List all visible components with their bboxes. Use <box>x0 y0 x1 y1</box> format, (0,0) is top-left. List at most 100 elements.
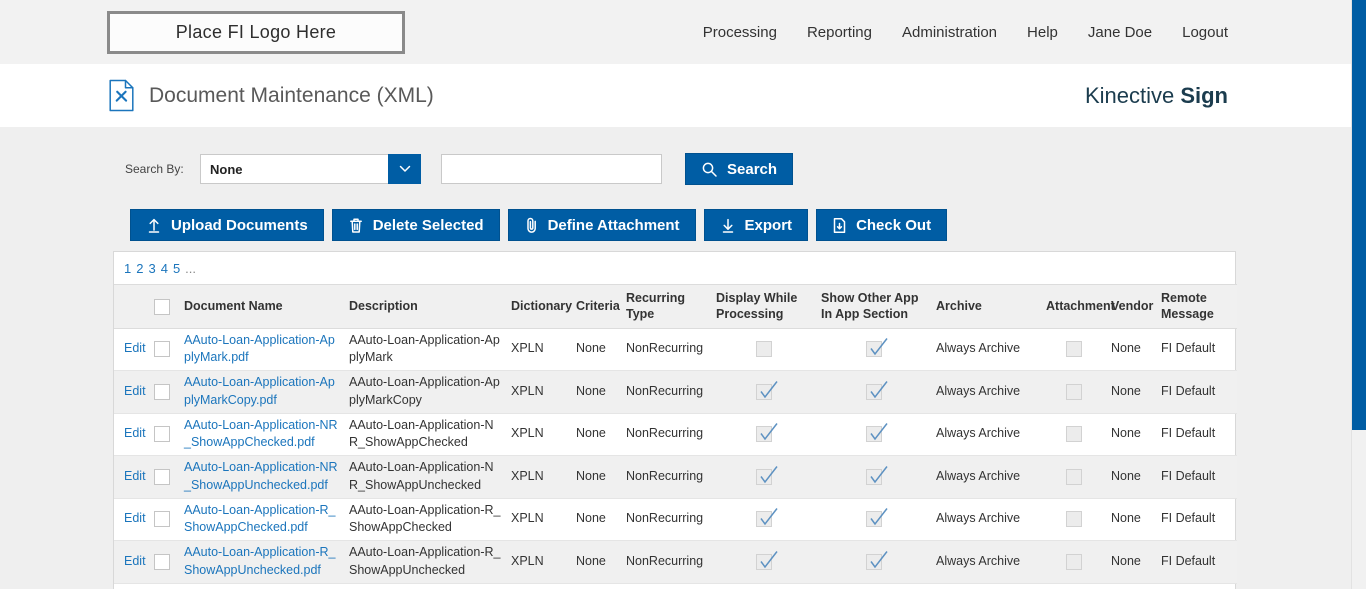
edit-link[interactable]: Edit <box>124 341 146 356</box>
search-by-dropdown[interactable]: None <box>200 154 421 184</box>
scrollbar-track[interactable] <box>1351 0 1366 589</box>
row-checkbox[interactable] <box>154 341 170 358</box>
display-while-processing-checkbox-checked[interactable] <box>755 465 778 485</box>
document-name-link[interactable]: AAuto-Loan-Application-R_ShowAppUnchecke… <box>184 545 336 577</box>
table-row: Edit AAuto-Loan-Application-R_ShowAppChec… <box>114 498 1237 541</box>
edit-link[interactable]: Edit <box>124 511 146 526</box>
edit-cell: Edit <box>114 583 149 589</box>
table-row: Edit AAuto-Loan-Application-ApplyMarkCopy… <box>114 370 1237 414</box>
criteria-cell: None <box>576 511 606 526</box>
upload-documents-button[interactable]: Upload Documents <box>130 209 324 241</box>
brand-regular: Kinective <box>1084 82 1181 108</box>
edit-cell: Edit <box>114 456 149 499</box>
nav-item-logout[interactable]: Logout <box>1182 23 1228 41</box>
display-while-processing-checkbox-checked[interactable] <box>755 380 778 400</box>
display-while-processing-checkbox-unchecked[interactable] <box>755 341 772 358</box>
row-checkbox[interactable] <box>154 383 170 400</box>
pagination-page-3[interactable]: 3 <box>148 261 156 276</box>
select-cell <box>149 583 179 589</box>
recurring-type-cell: NonRecurring <box>626 553 704 568</box>
document-name-link[interactable]: AAuto-Loan-Application-RS-AFD731-test.pd… <box>184 588 337 589</box>
search-input[interactable] <box>441 154 662 184</box>
remote-message-cell: FI Default <box>1161 383 1216 398</box>
display-while-processing-checkbox-checked[interactable] <box>755 508 778 528</box>
document-name-link[interactable]: AAuto-Loan-Application-R_ShowAppChecked.… <box>184 502 336 535</box>
edit-cell: Edit <box>114 541 149 584</box>
table-row: Edit AAuto-Loan-Application-NR_ShowAppUnc… <box>114 455 1237 499</box>
pagination-page-5[interactable]: 5 <box>172 261 181 276</box>
define-attachment-button[interactable]: Define Attachment <box>507 209 696 241</box>
pagination-page-4[interactable]: 4 <box>160 261 168 276</box>
edit-link[interactable]: Edit <box>124 426 146 441</box>
show-other-app-checkbox-checked[interactable] <box>865 423 888 443</box>
display-while-processing-checkbox-cell <box>711 498 816 541</box>
show-other-app-checkbox-checked[interactable] <box>865 380 888 400</box>
attachment-checkbox-unchecked[interactable] <box>1065 511 1082 528</box>
display-while-processing-checkbox-cell <box>711 413 816 456</box>
button-label: Define Attachment <box>547 216 680 234</box>
edit-link[interactable]: Edit <box>124 553 146 568</box>
table-body: Edit AAuto-Loan-Application-ApplyMark.pdf… <box>114 328 1237 589</box>
remote-message-cell: FI Default <box>1161 341 1216 356</box>
row-checkbox[interactable] <box>154 426 170 443</box>
select-cell <box>149 328 179 371</box>
attachment-checkbox-unchecked[interactable] <box>1065 341 1082 358</box>
delete-selected-button[interactable]: Delete Selected <box>331 209 500 241</box>
vendor-cell: None <box>1111 511 1141 526</box>
check-out-button[interactable]: Check Out <box>816 209 948 241</box>
attachment-checkbox-cell <box>1041 413 1106 456</box>
nav-item-help[interactable]: Help <box>1027 23 1058 41</box>
edit-link[interactable]: Edit <box>124 383 146 398</box>
nav-item-reporting[interactable]: Reporting <box>806 23 872 41</box>
col-header-criteria: Criteria <box>571 284 621 329</box>
col-header-dictionary: Dictionary <box>506 284 572 329</box>
document-name-link[interactable]: AAuto-Loan-Application-ApplyMarkCopy.pdf <box>184 375 335 407</box>
dictionary-cell: XPLN <box>511 426 544 441</box>
pagination-page-1[interactable]: 1 <box>124 261 132 276</box>
attachment-checkbox-unchecked[interactable] <box>1065 426 1082 443</box>
chevron-down-icon[interactable] <box>388 154 421 184</box>
edit-cell: Edit <box>114 498 149 541</box>
nav-item-jane-doe[interactable]: Jane Doe <box>1087 23 1153 41</box>
edit-link[interactable]: Edit <box>124 468 146 483</box>
button-label: Check Out <box>856 216 932 234</box>
pagination-page-2[interactable]: 2 <box>136 261 144 276</box>
document-name-cell: AAuto-Loan-Application-ApplyMarkCopy.pdf <box>179 371 344 414</box>
description-cell: AAuto-Loan-Application-RS-AFD731-test <box>344 583 506 589</box>
attachment-checkbox-unchecked[interactable] <box>1065 553 1082 570</box>
attachment-checkbox-unchecked[interactable] <box>1065 383 1082 400</box>
attachment-checkbox-unchecked[interactable] <box>1065 468 1082 485</box>
row-checkbox[interactable] <box>154 468 170 485</box>
col-header-attachment: Attachment <box>1041 284 1115 329</box>
col-header-remote-message: Remote Message <box>1156 284 1237 329</box>
nav-item-processing[interactable]: Processing <box>702 23 777 41</box>
show-other-app-checkbox-cell <box>816 583 931 589</box>
document-name-link[interactable]: AAuto-Loan-Application-NR_ShowAppUncheck… <box>184 460 338 492</box>
export-button[interactable]: Export <box>703 209 809 241</box>
nav-item-administration[interactable]: Administration <box>901 23 998 41</box>
show-other-app-checkbox-checked[interactable] <box>865 508 888 528</box>
document-name-link[interactable]: AAuto-Loan-Application-NR_ShowAppChecked… <box>184 417 338 450</box>
criteria-cell: None <box>576 341 606 356</box>
display-while-processing-checkbox-cell <box>711 456 816 499</box>
display-while-processing-checkbox-checked[interactable] <box>755 550 778 570</box>
row-checkbox[interactable] <box>154 553 170 570</box>
document-name-link[interactable]: AAuto-Loan-Application-ApplyMark.pdf <box>184 332 335 365</box>
search-button-label: Search <box>727 160 778 178</box>
fi-logo-placeholder: Place FI Logo Here <box>107 10 405 54</box>
show-other-app-checkbox-checked[interactable] <box>865 550 888 570</box>
show-other-app-checkbox-checked[interactable] <box>865 338 888 358</box>
document-name-cell: AAuto-Loan-Application-RS-AFD731-test.pd… <box>179 583 344 589</box>
show-other-app-checkbox-checked[interactable] <box>865 465 888 485</box>
button-label: Delete Selected <box>372 216 484 234</box>
search-button[interactable]: Search <box>685 153 794 185</box>
attachment-checkbox-cell <box>1041 583 1106 589</box>
display-while-processing-checkbox-checked[interactable] <box>755 423 778 443</box>
show-other-app-checkbox-cell <box>816 498 931 541</box>
row-checkbox[interactable] <box>154 511 170 528</box>
edit-cell: Edit <box>114 413 149 456</box>
attachment-checkbox-cell <box>1041 328 1106 371</box>
scrollbar-thumb[interactable] <box>1352 0 1366 430</box>
select-all-checkbox[interactable] <box>154 298 170 315</box>
col-header-recurring-type: Recurring Type <box>621 284 711 329</box>
